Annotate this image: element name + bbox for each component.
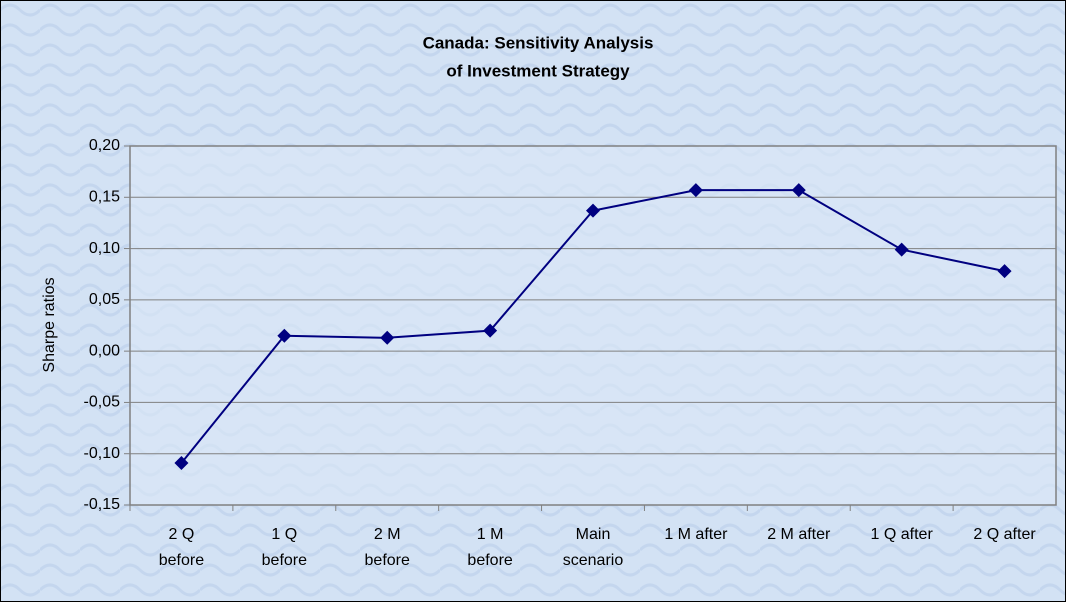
chart-title: of Investment Strategy: [446, 61, 630, 80]
y-axis-label: Sharpe ratios: [41, 277, 58, 372]
y-tick-label: -0,10: [84, 445, 121, 462]
marker: [894, 242, 909, 257]
x-tick-label: before: [467, 552, 512, 569]
x-tick-label: before: [159, 552, 204, 569]
marker: [586, 203, 600, 218]
x-tick-label: 1 Q: [271, 526, 297, 543]
x-tick-label: 1 Q after: [871, 526, 934, 543]
x-tick-label: 2 Q: [169, 526, 195, 543]
y-tick-label: -0,05: [84, 394, 121, 411]
x-tick-label: 1 M after: [664, 526, 728, 543]
marker: [380, 330, 395, 345]
marker: [688, 183, 703, 198]
marker: [483, 323, 498, 338]
x-tick-label: before: [262, 552, 307, 569]
y-tick-label: -0,15: [84, 496, 121, 513]
x-tick-label: before: [365, 552, 410, 569]
marker: [997, 264, 1012, 279]
marker: [277, 328, 292, 343]
marker: [174, 455, 189, 470]
x-tick-label: 2 M: [374, 526, 401, 543]
x-tick-label: Main: [576, 526, 611, 543]
x-tick-label: 2 Q after: [973, 526, 1036, 543]
chart-title: Canada: Sensitivity Analysis: [423, 33, 654, 52]
x-tick-label: 1 M: [477, 526, 504, 543]
marker: [791, 183, 806, 198]
y-tick-label: 0,10: [89, 240, 120, 257]
y-tick-label: 0,05: [89, 291, 120, 308]
y-tick-label: 0,15: [89, 189, 120, 206]
x-tick-label: scenario: [563, 552, 624, 569]
x-tick-label: 2 M after: [767, 526, 831, 543]
plot-area: [129, 145, 1057, 506]
y-tick-label: 0,20: [89, 137, 120, 154]
y-tick-label: 0,00: [89, 342, 120, 359]
